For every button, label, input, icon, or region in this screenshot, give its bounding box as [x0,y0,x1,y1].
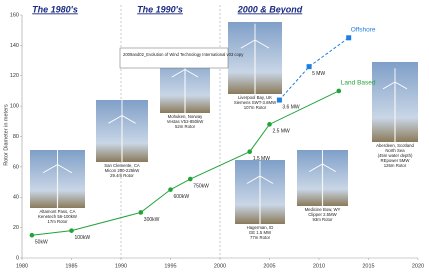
turbine-blade [171,69,186,78]
y-tick-label: 0 [16,255,19,261]
legend-label: Land Based [341,80,376,87]
data-point [188,176,193,182]
photo-caption: GE 1.5 MW [249,230,272,235]
x-tick-label: 2020 [412,263,424,269]
era-title: The 1990's [137,4,183,14]
y-tick-label: 60 [13,164,19,170]
data-point [276,97,282,103]
data-point [336,88,342,94]
photo-caption: Medicine Bow, WY [305,207,341,212]
turbine-blade [42,164,58,174]
point-label: 300kW [144,217,160,223]
photo-caption: Aberdeen, Scotland [376,143,414,148]
turbine-blade [57,164,73,174]
era-title: 2000 & Beyond [237,4,303,14]
y-tick-label: 80 [13,134,19,140]
turbine-blade [108,115,123,124]
data-point [69,228,74,233]
x-tick-label: 2015 [362,263,374,269]
data-point [247,149,252,154]
photo-caption: Clipper 2.5MW [308,212,337,217]
photo-caption: 126m Rotor [384,163,407,168]
y-tick-label: 140 [10,43,19,49]
photo-caption: 52m Rotor [175,124,196,129]
x-tick-label: 1990 [115,263,127,269]
turbine-blade [121,115,136,124]
point-label: 3.6 MW [282,104,300,110]
point-label: 100kW [75,235,91,241]
x-tick-label: 2005 [263,263,275,269]
data-point [168,187,173,192]
y-tick-label: 120 [10,73,19,79]
photo-caption: 93m Rotor [312,217,333,222]
data-point [138,210,144,215]
point-label: 750kW [193,183,209,189]
series-line [31,90,340,236]
legend-label: Offshore [351,27,376,34]
point-label: 600kW [174,194,190,200]
note-box [119,47,229,69]
photo-caption: 107m Rotor [244,105,267,110]
note: 2009and02_Evolution of Wind Technology I… [123,52,244,57]
x-tick-label: 1985 [65,263,77,269]
photo-caption: Siemens SWT-3.6MW [234,100,277,105]
data-point [306,64,312,70]
photo-caption: (45m water depth) [378,153,413,158]
photo-caption: 77m Rotor [250,235,271,240]
turbine-blade [254,39,270,49]
photo-caption: Liverpool Bay, UK [238,95,272,100]
turbine-blade [322,163,337,173]
series-line [279,37,349,101]
photo-caption: Micon 200-225kW [105,168,141,173]
y-tick-label: 20 [13,225,19,231]
photo-caption: North Sea [385,148,405,153]
x-tick-label: 1995 [164,263,176,269]
turbine-blade [184,69,199,78]
data-point [267,122,272,127]
turbine-blade [240,39,256,49]
turbine-blade [394,81,408,90]
data-point [346,35,352,41]
point-label: 50kW [35,240,48,246]
x-tick-label: 1980 [16,263,28,269]
turbine-blade [246,175,261,184]
photo-caption: 29.4m Rotor [110,173,134,178]
x-tick-label: 2000 [214,263,226,269]
era-title: The 1980's [32,4,78,14]
photo-caption: Kenetech 56-100kW [38,214,78,219]
y-axis-label: Rotor Diameter in meters [3,104,9,166]
turbine-blade [382,81,396,90]
photo-caption: REpower 5MW [381,158,411,163]
x-tick-label: 2010 [313,263,325,269]
photo-caption: Altamont Pass, CA [39,209,75,214]
point-label: 1.5 MW [253,156,271,162]
turbine-blade [259,175,274,184]
y-tick-label: 100 [10,104,19,110]
y-tick-label: 160 [10,12,19,18]
photo-caption: Mohuken, Norway [168,114,203,119]
turbine-blade [308,163,323,173]
data-point [29,232,35,238]
photo-caption: San Clemente, CA [104,163,140,168]
point-label: 2.5 MW [273,129,291,135]
point-label: 5 MW [312,71,325,77]
y-tick-label: 40 [13,195,19,201]
photo-caption: Hagerman, ID [247,225,274,230]
photo-caption: 17m Rotor [47,219,68,224]
photo-caption: Vestas V52-850kW [167,119,204,124]
